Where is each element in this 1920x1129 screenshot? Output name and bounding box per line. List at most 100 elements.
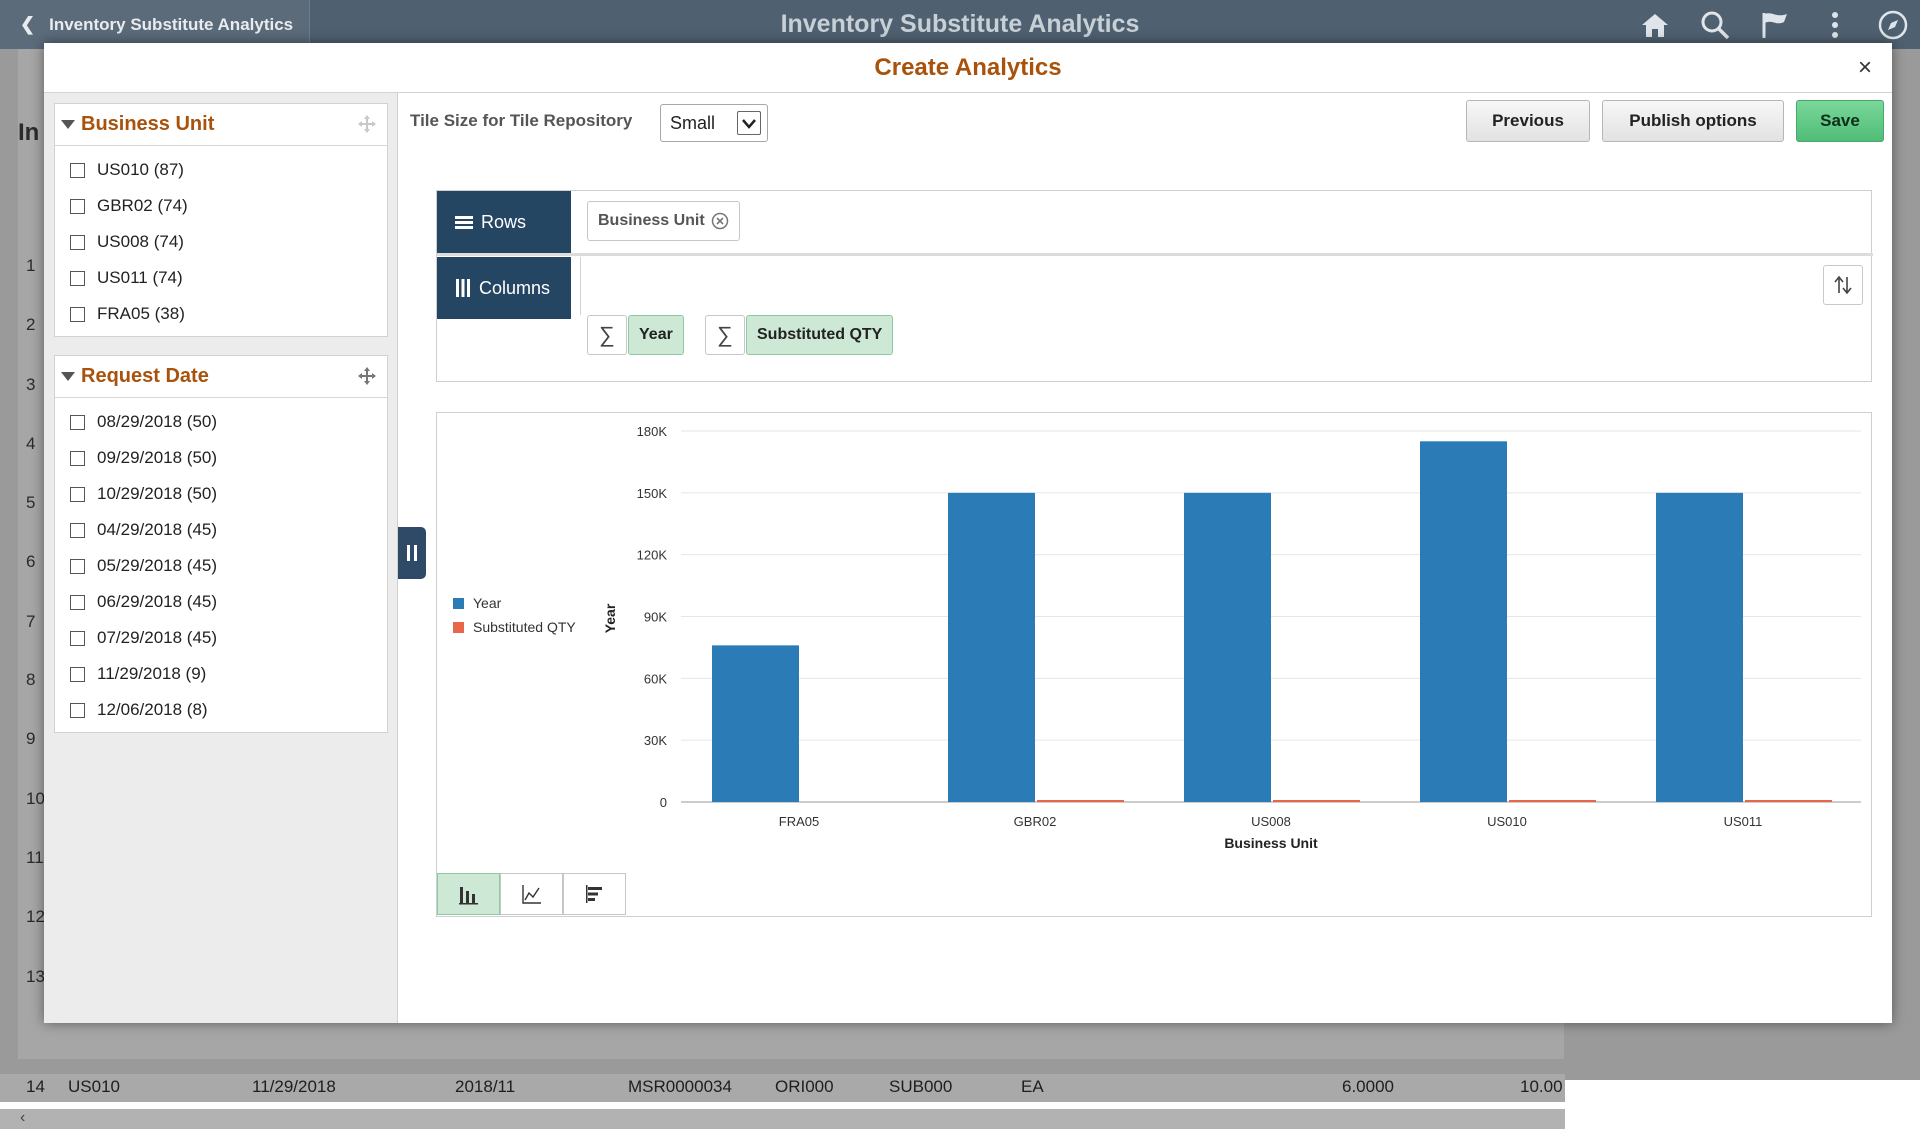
chart-area: 0 30K 60K 90K 120K 150K 180K FRA05 GBR02 US008 US0… [436, 412, 1872, 917]
x-axis-title: Business Unit [1224, 835, 1318, 851]
create-analytics-modal: Create Analytics × Business Unit US010 (… [44, 43, 1892, 1023]
facet-option[interactable]: US008 (74) [55, 224, 387, 260]
facet-option[interactable]: 09/29/2018 (50) [55, 440, 387, 476]
sum-icon[interactable]: ∑ [587, 315, 627, 355]
facet-header[interactable]: Request Date [55, 356, 387, 398]
search-icon[interactable] [1698, 8, 1732, 42]
scroll-left-icon[interactable]: ‹ [20, 1109, 26, 1126]
checkbox[interactable] [70, 522, 85, 538]
move-icon[interactable] [357, 366, 377, 386]
columns-icon [455, 279, 471, 297]
bar-year [1420, 441, 1507, 802]
save-button[interactable]: Save [1796, 100, 1884, 142]
facet-option-label: GBR02 (74) [97, 196, 188, 215]
home-icon[interactable] [1638, 8, 1672, 42]
checkbox[interactable] [70, 306, 85, 322]
chevron-down-icon[interactable] [737, 111, 761, 135]
value-field-year[interactable]: ∑ Year [587, 315, 684, 355]
flag-icon[interactable] [1758, 8, 1792, 42]
facet-option[interactable]: US010 (87) [55, 152, 387, 188]
y-tick-label: 30K [644, 733, 667, 748]
swap-axes-button[interactable] [1823, 265, 1863, 305]
row-number: 1 [26, 256, 36, 275]
checkbox[interactable] [70, 594, 85, 610]
checkbox[interactable] [70, 666, 85, 682]
table-row: 14 US010 11/29/2018 2018/11 MSR0000034 O… [0, 1074, 1565, 1102]
row-field-chip[interactable]: Business Unit [587, 201, 740, 241]
publish-options-button[interactable]: Publish options [1602, 100, 1784, 142]
facet-panel: Business Unit US010 (87) GBR02 (74) US008 … [44, 93, 398, 1023]
collapse-triangle-icon[interactable] [61, 120, 75, 129]
bar-chart: 0 30K 60K 90K 120K 150K 180K FRA05 GBR02 US008 US0… [453, 424, 1861, 851]
facet-option[interactable]: 07/29/2018 (45) [55, 620, 387, 656]
sum-icon[interactable]: ∑ [705, 315, 745, 355]
checkbox[interactable] [70, 558, 85, 574]
checkbox[interactable] [70, 414, 85, 430]
facet-option-label: 08/29/2018 (50) [97, 412, 218, 431]
row-number: 11 [26, 848, 44, 867]
horizontal-bar-type-button[interactable] [563, 873, 626, 915]
back-button-label: Inventory Substitute Analytics [49, 14, 294, 34]
facet-option[interactable]: US011 (74) [55, 260, 387, 296]
row-number: 4 [26, 434, 36, 453]
remove-icon[interactable] [711, 212, 729, 230]
facet-option-label: US010 (87) [97, 160, 184, 179]
facet-request-date: Request Date 08/29/2018 (50) 09/29/2018 (… [54, 355, 388, 733]
facet-option[interactable]: GBR02 (74) [55, 188, 387, 224]
row-number: 7 [26, 612, 36, 631]
facet-option[interactable]: 08/29/2018 (50) [55, 404, 387, 440]
tile-size-select[interactable]: Small [660, 104, 768, 142]
row-field-label: Business Unit [598, 212, 705, 229]
rows-icon [455, 214, 473, 230]
checkbox[interactable] [70, 702, 85, 718]
line-chart-type-button[interactable] [500, 873, 563, 915]
checkbox[interactable] [70, 486, 85, 502]
horizontal-scrollbar[interactable]: ‹ [0, 1109, 1565, 1129]
cell-uom: EA [1021, 1077, 1044, 1096]
facet-option[interactable]: 12/06/2018 (8) [55, 692, 387, 728]
cell-orig: ORI000 [775, 1077, 834, 1096]
x-tick-label: US010 [1487, 814, 1527, 829]
value-chip-label[interactable]: Substituted QTY [746, 315, 894, 355]
y-axis-title: Year [602, 603, 618, 633]
value-chip-label[interactable]: Year [628, 315, 684, 355]
facet-option-label: 09/29/2018 (50) [97, 448, 218, 467]
checkbox[interactable] [70, 234, 85, 250]
checkbox[interactable] [70, 198, 85, 214]
bar-substituted-qty [1745, 800, 1832, 802]
collapse-triangle-icon[interactable] [61, 372, 75, 381]
divider [437, 253, 1873, 256]
back-button[interactable]: ❮ Inventory Substitute Analytics [0, 0, 310, 49]
layout-configuration: Rows Business Unit Columns ∑ Year ∑ Subs… [436, 190, 1873, 382]
top-bar: Inventory Substitute Analytics ❮ Invento… [0, 0, 1920, 49]
checkbox[interactable] [70, 630, 85, 646]
facet-option[interactable]: 10/29/2018 (50) [55, 476, 387, 512]
row-number: 3 [26, 375, 36, 394]
checkbox[interactable] [70, 162, 85, 178]
move-icon[interactable] [357, 114, 377, 134]
previous-button[interactable]: Previous [1466, 100, 1590, 142]
modal-header: Create Analytics × [44, 43, 1892, 93]
cell-unit: US010 [68, 1077, 120, 1096]
legend-label: Year [473, 595, 502, 611]
facet-header[interactable]: Business Unit [55, 104, 387, 146]
facet-option[interactable]: 04/29/2018 (45) [55, 512, 387, 548]
close-icon[interactable]: × [1857, 54, 1872, 81]
more-icon[interactable] [1818, 8, 1852, 42]
legend-swatch [453, 622, 464, 633]
x-tick-label: US008 [1251, 814, 1291, 829]
facet-option[interactable]: FRA05 (38) [55, 296, 387, 332]
checkbox[interactable] [70, 450, 85, 466]
checkbox[interactable] [70, 270, 85, 286]
panel-collapse-handle[interactable] [398, 527, 426, 579]
columns-label: Columns [479, 277, 551, 298]
bar-chart-type-button[interactable] [437, 873, 500, 915]
compass-icon[interactable] [1876, 8, 1910, 42]
facet-option[interactable]: 11/29/2018 (9) [55, 656, 387, 692]
facet-option[interactable]: 06/29/2018 (45) [55, 584, 387, 620]
facet-title: Request Date [81, 365, 209, 387]
facet-option-label: 04/29/2018 (45) [97, 520, 218, 539]
facet-option[interactable]: 05/29/2018 (45) [55, 548, 387, 584]
modal-title: Create Analytics [874, 54, 1062, 81]
value-field-substituted-qty[interactable]: ∑ Substituted QTY [705, 315, 894, 355]
